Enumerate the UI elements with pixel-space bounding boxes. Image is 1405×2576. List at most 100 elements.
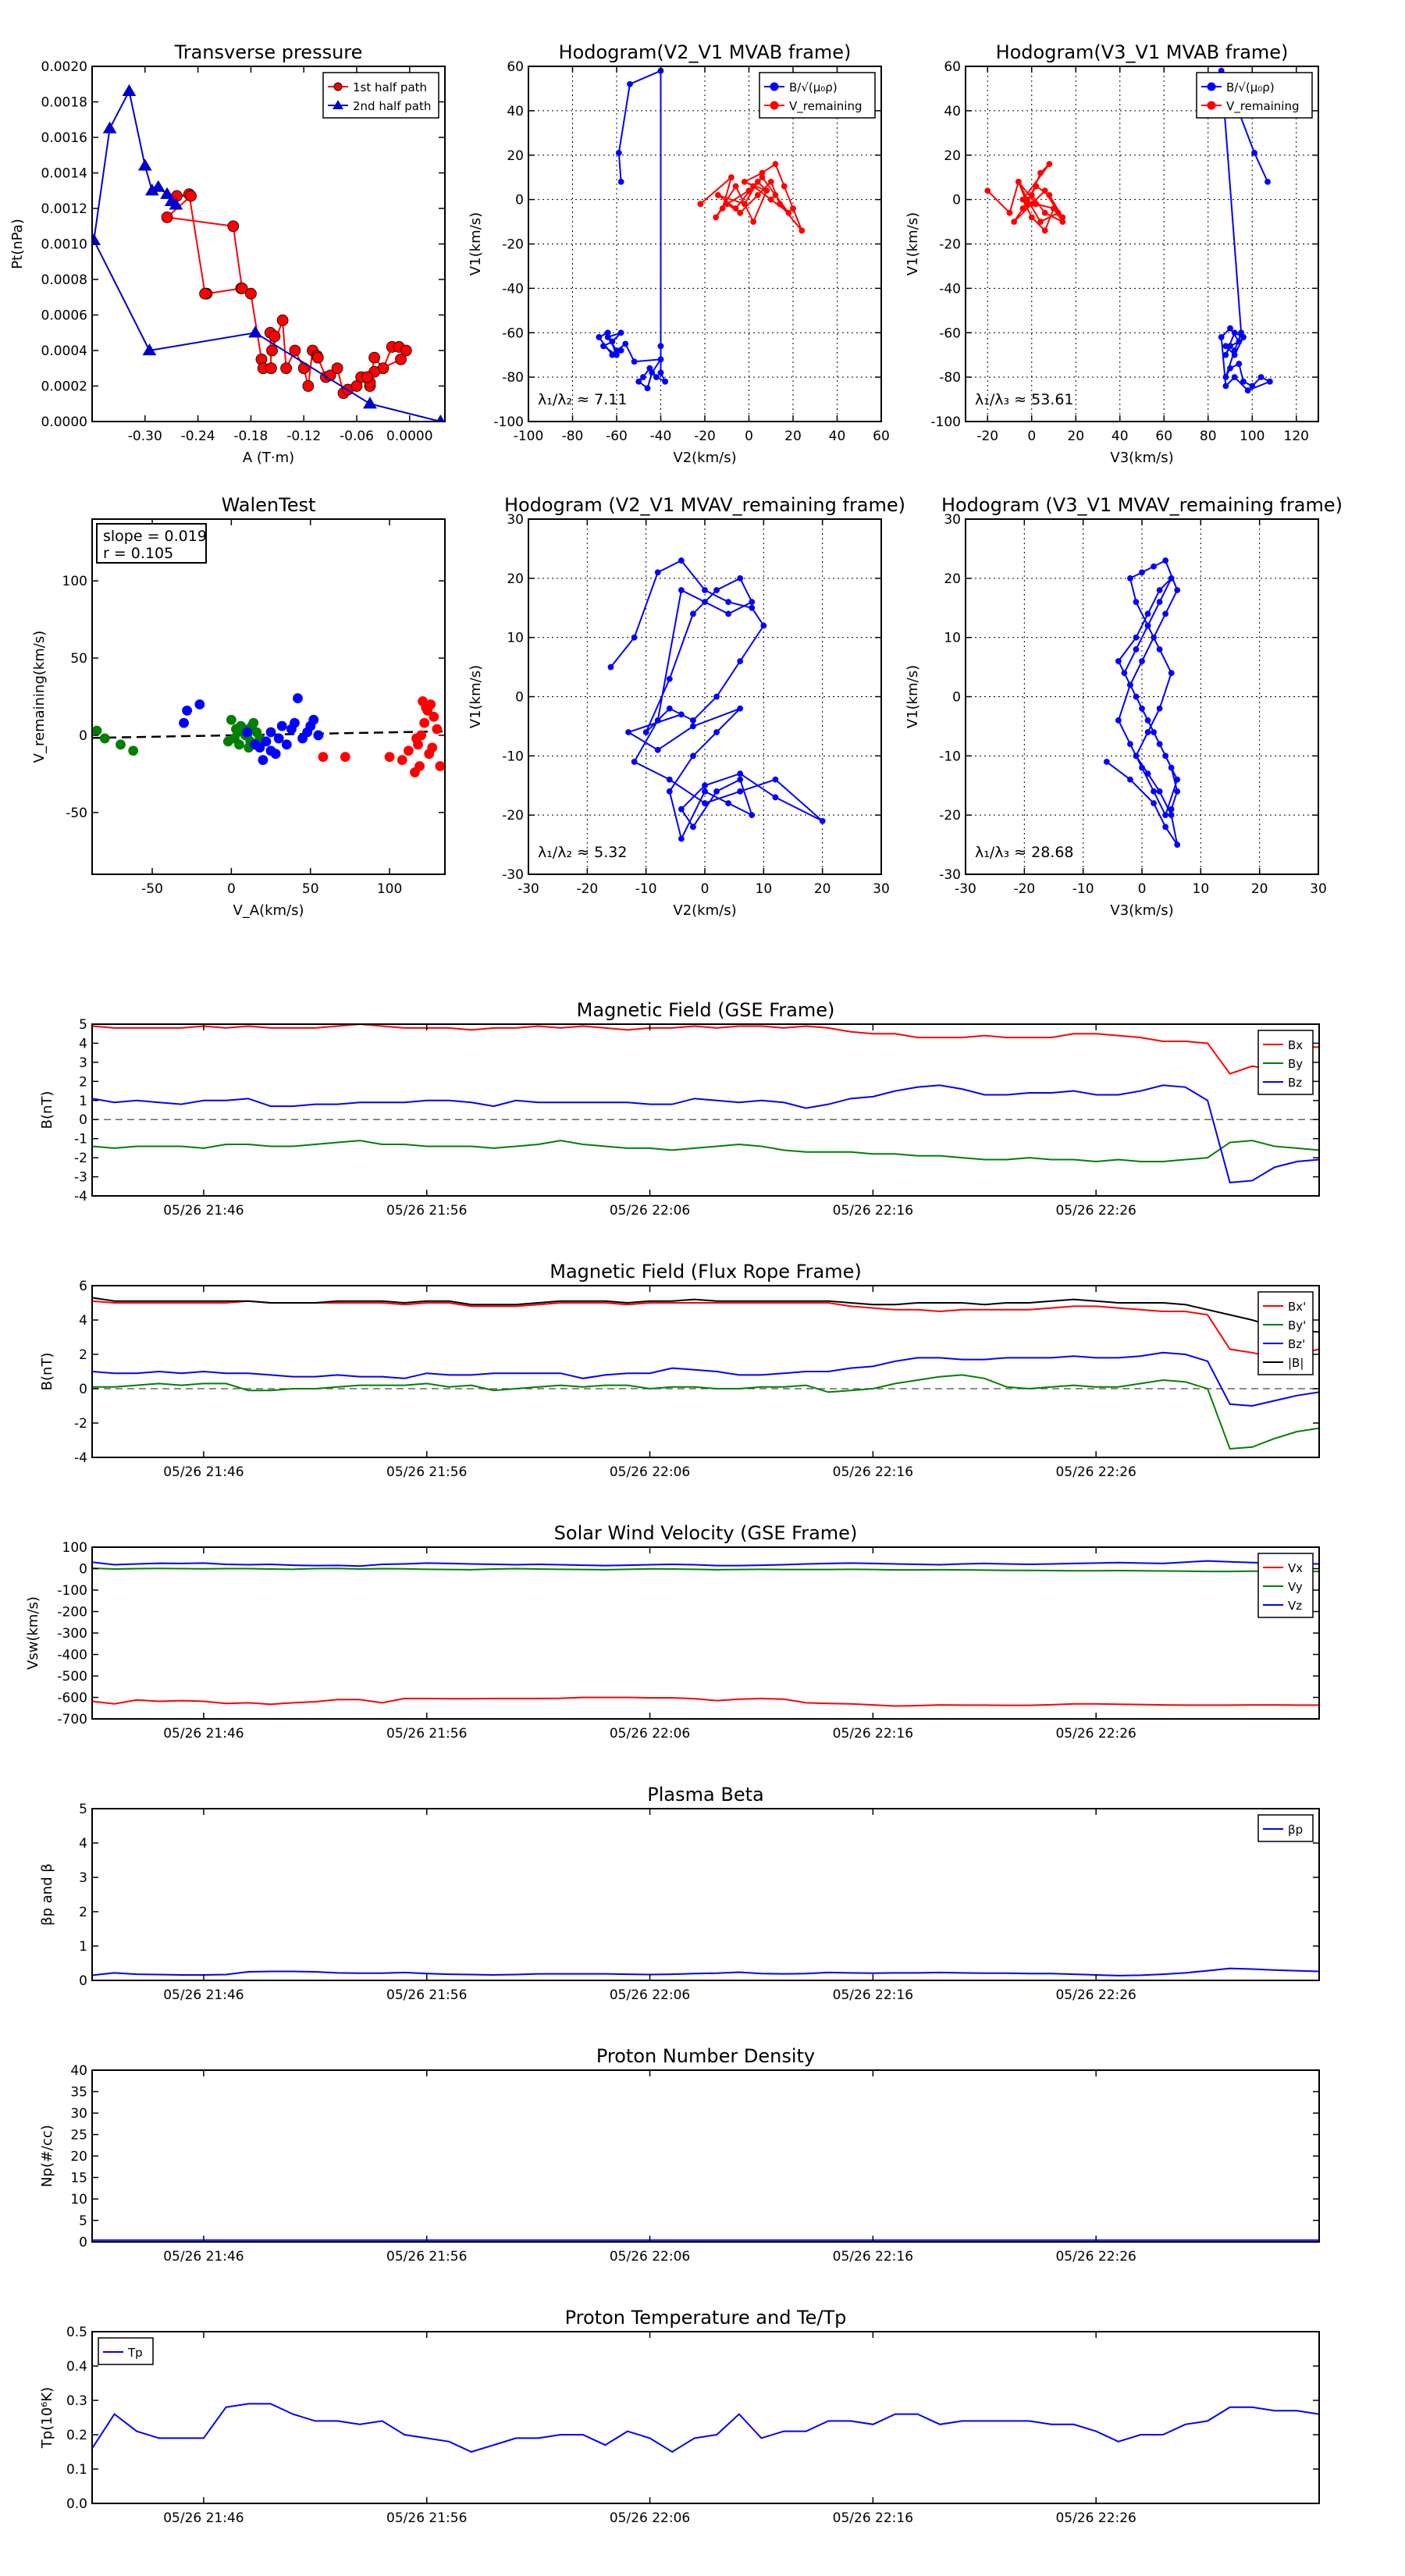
data-point [725, 800, 732, 806]
data-point [1222, 351, 1229, 358]
x-tick-label: -20 [576, 881, 598, 897]
x-tick-label: 100 [1240, 429, 1264, 444]
x-tick-label: -10 [1072, 881, 1094, 897]
data-point [678, 835, 685, 842]
data-point [1168, 575, 1175, 582]
data-point [1006, 209, 1013, 216]
legend-label: Bz [1288, 1076, 1302, 1090]
data-point [657, 343, 664, 350]
data-point [631, 358, 638, 365]
data-point [702, 599, 708, 606]
chart-title: Solar Wind Velocity (GSE Frame) [554, 1522, 858, 1544]
data-point [265, 362, 277, 375]
y-tick-label: 5 [79, 1802, 87, 1817]
legend-box [759, 72, 876, 119]
data-point [1174, 788, 1181, 795]
x-tick-label: 05/26 22:06 [610, 2249, 690, 2265]
data-point [1139, 569, 1145, 576]
data-point [772, 794, 779, 801]
x-tick-label: 05/26 22:16 [833, 1726, 913, 1742]
data-point [713, 214, 720, 221]
chart-title: Hodogram (V2_V1 MVAV_remaining frame) [504, 494, 905, 516]
y-tick-label: 35 [70, 2085, 87, 2101]
panel-proton-density: Proton Number Density 05/26 21:46 05/26 21… [39, 2045, 1320, 2265]
data-point [1249, 382, 1256, 390]
data-point [617, 178, 624, 185]
x-tick-label: -20 [694, 429, 716, 444]
x-tick-label: 05/26 22:26 [1055, 2510, 1136, 2526]
x-tick-label: 05/26 22:26 [1055, 1726, 1136, 1742]
x-tick-label: 0 [701, 881, 710, 897]
data-point [702, 788, 708, 795]
y-tick-label: -400 [57, 1648, 87, 1663]
x-tick-label: 20 [814, 881, 831, 897]
data-point [1121, 670, 1128, 677]
chart-title: Hodogram(V3_V1 MVAB frame) [996, 41, 1289, 63]
y-tick-label: 0.2 [66, 2428, 87, 2443]
data-point [161, 211, 173, 223]
data-point [421, 702, 432, 713]
data-point [244, 287, 257, 300]
data-point [1266, 378, 1273, 385]
data-point [609, 351, 616, 358]
data-point [403, 745, 414, 756]
x-axis-label: A (T·m) [243, 450, 294, 466]
y-axis-label: βp and β [39, 1863, 55, 1926]
data-point [99, 733, 110, 744]
data-point [231, 724, 241, 735]
data-point [666, 776, 673, 783]
data-point [1133, 646, 1140, 653]
data-point [92, 725, 102, 736]
legend-box [98, 2337, 154, 2365]
y-axis-label: V1(km/s) [468, 665, 484, 728]
y-tick-label: 0.0016 [41, 130, 87, 146]
data-point [754, 192, 761, 198]
x-tick-label: 05/26 22:16 [833, 1464, 913, 1480]
data-point [435, 761, 445, 771]
y-tick-label: -600 [57, 1691, 87, 1706]
x-tick-label: 05/26 22:16 [833, 1987, 913, 2003]
series-line [92, 1696, 1319, 1707]
data-point [725, 599, 732, 606]
x-tick-label: -40 [650, 429, 672, 444]
x-tick-label: 80 [1200, 429, 1217, 444]
y-axis-label: Np(#/cc) [39, 2125, 55, 2187]
data-point [737, 770, 744, 777]
y-tick-label: -200 [57, 1605, 87, 1621]
x-tick-label: 05/26 21:56 [386, 1726, 467, 1742]
y-tick-label: 100 [62, 574, 87, 589]
legend-label: Vx [1288, 1561, 1303, 1575]
y-tick-label: 0 [79, 728, 87, 744]
x-tick-label: -0.24 [181, 429, 215, 444]
x-tick-label: -10 [635, 881, 657, 897]
data-point [617, 347, 624, 354]
data-point [269, 330, 281, 343]
data-point [750, 219, 757, 225]
data-point [625, 729, 631, 735]
y-tick-label: 5 [79, 1017, 87, 1033]
data-point [248, 326, 262, 338]
x-tick-label: 30 [1310, 881, 1327, 897]
series-group [607, 557, 826, 842]
legend-label: Bx' [1288, 1300, 1306, 1314]
data-point [1162, 557, 1169, 564]
legend-marker [770, 82, 779, 91]
panel-hodogram-v3v1-mvab: Hodogram(V3_V1 MVAB frame) -20 0 20 40 60 80 10… [905, 41, 1319, 466]
data-point [1028, 192, 1035, 198]
series-line [92, 1560, 1319, 1567]
y-tick-label: 0.0014 [41, 166, 87, 182]
data-point [1231, 351, 1238, 358]
data-point [785, 209, 792, 216]
chart-title: Magnetic Field (GSE Frame) [577, 999, 835, 1021]
y-tick-label: 0 [515, 690, 524, 706]
stats-text: slope = 0.019 [103, 528, 207, 545]
data-point [657, 369, 664, 376]
data-point [649, 369, 656, 376]
y-tick-label: 30 [944, 512, 961, 528]
series-line [92, 1024, 1319, 1075]
data-point [1244, 387, 1251, 394]
chart-title: Plasma Beta [647, 1784, 763, 1806]
data-point [666, 675, 673, 682]
data-point [690, 610, 696, 617]
data-point [741, 201, 748, 208]
